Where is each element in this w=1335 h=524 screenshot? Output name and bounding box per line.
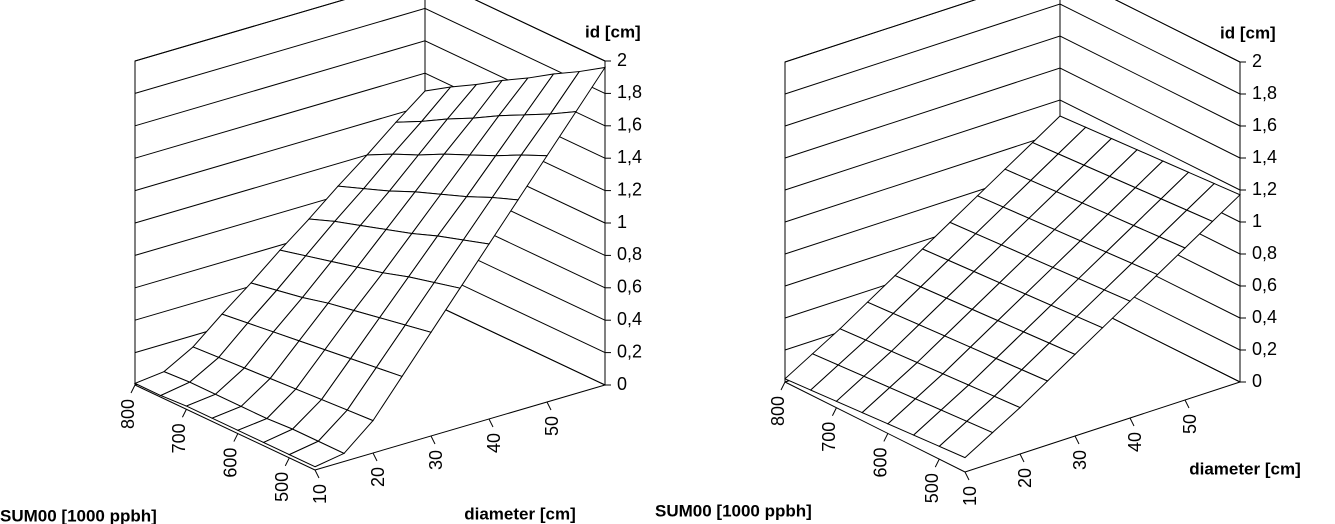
- grid-line: [784, 0, 1241, 63]
- z-tick-label: 1,4: [617, 147, 642, 167]
- z-tick-label: 0,8: [617, 244, 642, 264]
- x-axis-title: diameter [cm]: [464, 504, 575, 523]
- y-tick-label: 800: [768, 396, 788, 426]
- z-tick-label: 0,4: [1252, 307, 1277, 327]
- grid-line: [134, 7, 606, 94]
- x-tick: [430, 435, 436, 445]
- z-tick-label: 0,4: [617, 309, 642, 329]
- x-tick-label: 50: [542, 416, 562, 436]
- surface-cell: [938, 420, 994, 459]
- z-axis-title: id [cm]: [585, 22, 641, 41]
- z-tick-label: 1,6: [617, 115, 642, 135]
- y-tick-label: 600: [221, 448, 241, 478]
- x-tick-label: 10: [960, 486, 980, 506]
- x-tick-label: 40: [1125, 432, 1145, 452]
- x-tick: [1019, 453, 1025, 463]
- z-tick-label: 0: [1252, 371, 1262, 391]
- y-tick-label: 600: [871, 447, 891, 477]
- x-tick-label: 30: [426, 450, 446, 470]
- x-tick: [1129, 417, 1135, 427]
- x-tick-label: 50: [1180, 414, 1200, 434]
- grid-line: [134, 0, 606, 62]
- grid-line: [784, 35, 1241, 127]
- y-axis-title: SUM00 [1000 ppbh]: [0, 506, 157, 524]
- y-tick: [181, 409, 187, 418]
- y-tick: [780, 381, 786, 391]
- x-tick: [1074, 435, 1080, 445]
- z-tick-label: 1,4: [1252, 147, 1277, 167]
- z-tick-label: 0: [617, 374, 627, 394]
- y-tick: [233, 433, 239, 442]
- y-tick: [883, 433, 889, 442]
- x-axis: [314, 384, 606, 471]
- z-tick-label: 1,8: [1252, 83, 1277, 103]
- z-tick-label: 1,6: [1252, 115, 1277, 135]
- y-axis-title: SUM00 [1000 ppbh]: [655, 501, 812, 520]
- y-axis: [784, 381, 966, 473]
- y-tick-label: 500: [272, 472, 292, 502]
- z-axis-title: id [cm]: [1220, 23, 1276, 42]
- z-tick-label: 2: [1252, 51, 1262, 71]
- z-tick-label: 0,2: [1252, 339, 1277, 359]
- z-tick-label: 2: [617, 50, 627, 70]
- surface-cell: [288, 440, 346, 468]
- z-tick-label: 0,8: [1252, 243, 1277, 263]
- y-tick: [934, 458, 940, 468]
- x-tick-label: 30: [1070, 450, 1090, 470]
- x-tick: [372, 452, 378, 462]
- y-tick: [130, 384, 136, 394]
- y-tick-label: 500: [922, 473, 942, 503]
- y-tick-label: 700: [169, 423, 189, 453]
- grid-line: [784, 99, 1241, 191]
- y-axis: [134, 384, 316, 471]
- grid-line: [784, 3, 1241, 95]
- z-tick-label: 1,8: [617, 82, 642, 102]
- x-tick-label: 40: [484, 433, 504, 453]
- x-tick: [546, 401, 552, 411]
- x-tick-label: 20: [1015, 468, 1035, 488]
- x-tick: [488, 418, 494, 428]
- z-tick-label: 1: [1252, 211, 1262, 231]
- y-tick-label: 800: [118, 399, 138, 429]
- x-tick-label: 10: [310, 484, 330, 504]
- z-tick-label: 1,2: [1252, 179, 1277, 199]
- x-axis: [964, 381, 1241, 473]
- z-tick-label: 1,2: [617, 179, 642, 199]
- grid-line: [784, 67, 1241, 159]
- x-tick: [314, 469, 320, 479]
- z-tick-label: 0,6: [1252, 275, 1277, 295]
- y-tick: [831, 407, 837, 416]
- x-tick-label: 20: [368, 467, 388, 487]
- x-tick: [964, 471, 970, 481]
- y-tick: [284, 457, 290, 467]
- z-tick-label: 0,2: [617, 341, 642, 361]
- z-tick-label: 0,6: [617, 277, 642, 297]
- x-axis-title: diameter [cm]: [1189, 459, 1300, 478]
- z-tick-label: 1: [617, 212, 627, 232]
- y-tick-label: 700: [819, 422, 839, 452]
- x-tick: [1184, 399, 1190, 409]
